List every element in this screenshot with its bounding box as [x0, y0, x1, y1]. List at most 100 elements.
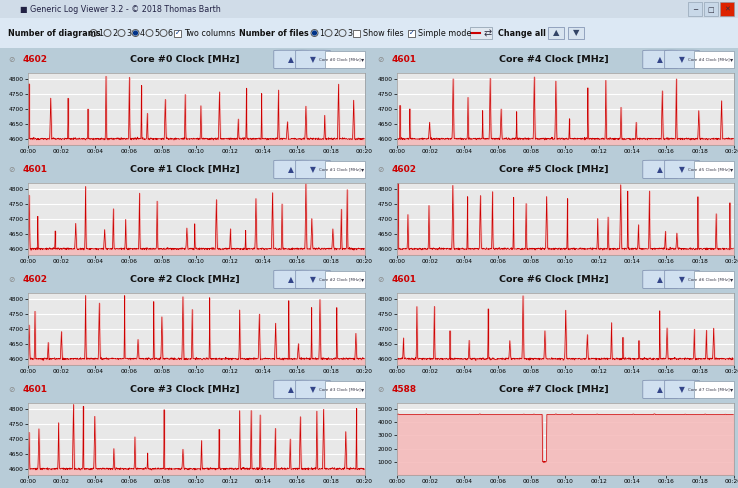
Text: ⊘: ⊘	[378, 165, 384, 174]
Text: 1: 1	[98, 28, 103, 38]
Text: Core #0 Clock [MHz]: Core #0 Clock [MHz]	[320, 58, 361, 61]
Text: ✕: ✕	[724, 7, 730, 13]
Text: ⊘: ⊘	[9, 55, 15, 64]
Text: ▲: ▲	[288, 55, 294, 64]
Bar	[325, 51, 365, 68]
Text: 4588: 4588	[391, 385, 416, 394]
Text: ▲: ▲	[288, 385, 294, 394]
Bar	[568, 27, 584, 39]
Text: ▲: ▲	[288, 165, 294, 174]
Text: 2: 2	[112, 28, 117, 38]
Text: ⊘: ⊘	[9, 385, 15, 394]
Text: ▲: ▲	[657, 385, 663, 394]
Bar	[174, 29, 181, 37]
Text: Core #7 Clock [MHz]: Core #7 Clock [MHz]	[689, 387, 730, 391]
Text: ▲: ▲	[553, 28, 559, 38]
FancyBboxPatch shape	[274, 380, 308, 399]
Text: Core #2 Clock [MHz]: Core #2 Clock [MHz]	[130, 275, 239, 284]
Text: Core #5 Clock [MHz]: Core #5 Clock [MHz]	[499, 165, 608, 174]
Text: Core #4 Clock [MHz]: Core #4 Clock [MHz]	[499, 55, 608, 64]
Text: 1: 1	[319, 28, 324, 38]
FancyBboxPatch shape	[643, 270, 677, 288]
Text: ▼: ▼	[679, 55, 685, 64]
Text: ▲: ▲	[657, 275, 663, 284]
Text: 4601: 4601	[391, 275, 416, 284]
Bar	[353, 29, 360, 37]
Text: ▼: ▼	[310, 165, 316, 174]
Bar	[548, 27, 564, 39]
FancyBboxPatch shape	[274, 270, 308, 288]
Text: Change all: Change all	[498, 28, 546, 38]
Text: Simple mode: Simple mode	[418, 28, 472, 38]
Bar	[325, 161, 365, 178]
FancyBboxPatch shape	[274, 160, 308, 179]
Text: ▾: ▾	[730, 387, 733, 392]
Text: Two columns: Two columns	[184, 28, 235, 38]
Text: 4601: 4601	[22, 165, 47, 174]
Text: ▼: ▼	[310, 275, 316, 284]
Text: ▲: ▲	[657, 165, 663, 174]
Bar	[688, 2, 702, 16]
Text: 4: 4	[140, 28, 145, 38]
Text: ▾: ▾	[730, 167, 733, 172]
Text: ─: ─	[693, 7, 697, 13]
Text: ▾: ▾	[361, 387, 364, 392]
Text: ✓: ✓	[409, 30, 415, 36]
Text: Core #6 Clock [MHz]: Core #6 Clock [MHz]	[499, 275, 608, 284]
Text: 3: 3	[126, 28, 131, 38]
FancyBboxPatch shape	[296, 270, 331, 288]
Text: ▲: ▲	[657, 55, 663, 64]
Text: ▼: ▼	[679, 275, 685, 284]
Text: ▾: ▾	[730, 57, 733, 62]
Text: ▾: ▾	[361, 167, 364, 172]
Text: 4601: 4601	[391, 55, 416, 64]
FancyBboxPatch shape	[665, 160, 700, 179]
Circle shape	[313, 31, 317, 35]
FancyBboxPatch shape	[665, 50, 700, 69]
Text: Core #6 Clock [MHz]: Core #6 Clock [MHz]	[689, 277, 730, 282]
Bar	[470, 27, 492, 39]
Bar	[325, 271, 365, 288]
Text: ⊘: ⊘	[378, 55, 384, 64]
FancyBboxPatch shape	[665, 380, 700, 399]
Text: 4601: 4601	[22, 385, 47, 394]
FancyBboxPatch shape	[643, 380, 677, 399]
FancyBboxPatch shape	[296, 160, 331, 179]
Bar	[694, 51, 734, 68]
Text: 4602: 4602	[391, 165, 416, 174]
Text: 3: 3	[347, 28, 352, 38]
Bar	[694, 271, 734, 288]
Text: 2: 2	[333, 28, 338, 38]
Text: ▲: ▲	[288, 275, 294, 284]
Text: □: □	[708, 7, 714, 13]
Bar	[694, 381, 734, 398]
Text: 4602: 4602	[22, 55, 47, 64]
Text: Number of files: Number of files	[239, 28, 308, 38]
Text: ⊘: ⊘	[9, 275, 15, 284]
FancyBboxPatch shape	[274, 50, 308, 69]
Text: ▾: ▾	[361, 277, 364, 282]
Text: ⊘: ⊘	[378, 385, 384, 394]
Text: ▼: ▼	[310, 385, 316, 394]
Text: ▼: ▼	[679, 165, 685, 174]
Bar	[325, 381, 365, 398]
Text: Core #0 Clock [MHz]: Core #0 Clock [MHz]	[130, 55, 239, 64]
Text: 6: 6	[168, 28, 173, 38]
Text: ▾: ▾	[730, 277, 733, 282]
FancyBboxPatch shape	[643, 50, 677, 69]
Text: Core #3 Clock [MHz]: Core #3 Clock [MHz]	[320, 387, 361, 391]
FancyBboxPatch shape	[296, 50, 331, 69]
Text: ⊘: ⊘	[9, 165, 15, 174]
Text: 4602: 4602	[22, 275, 47, 284]
Text: ▼: ▼	[310, 55, 316, 64]
Text: Show files: Show files	[363, 28, 404, 38]
FancyBboxPatch shape	[643, 160, 677, 179]
Text: ▼: ▼	[679, 385, 685, 394]
Bar	[704, 2, 718, 16]
Text: Core #7 Clock [MHz]: Core #7 Clock [MHz]	[499, 385, 608, 394]
Text: 5: 5	[154, 28, 159, 38]
Text: ⇄: ⇄	[484, 28, 492, 38]
Text: ⊘: ⊘	[378, 275, 384, 284]
Text: Core #5 Clock [MHz]: Core #5 Clock [MHz]	[689, 167, 730, 171]
Text: Number of diagrams: Number of diagrams	[8, 28, 101, 38]
